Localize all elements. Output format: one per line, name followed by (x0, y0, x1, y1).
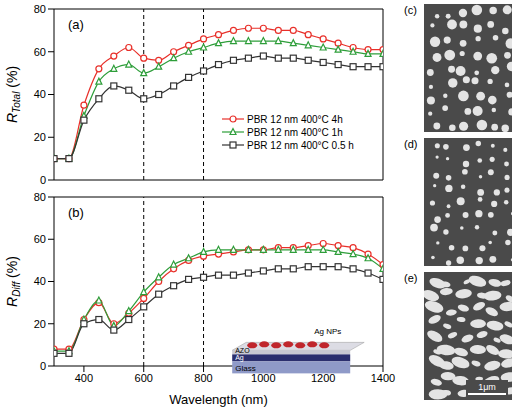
html-text:(d): (d) (404, 138, 418, 150)
svg-text:RDiff (%): RDiff (%) (4, 256, 22, 307)
svg-text:1200: 1200 (311, 372, 335, 384)
svg-text:80: 80 (34, 3, 46, 15)
svg-text:Ag NPs: Ag NPs (314, 327, 341, 336)
svg-text:60: 60 (34, 46, 46, 58)
svg-text:400: 400 (75, 372, 93, 384)
svg-text:1000: 1000 (251, 372, 275, 384)
svg-text:600: 600 (135, 372, 153, 384)
svg-text:0: 0 (40, 360, 46, 372)
svg-text:1400: 1400 (371, 372, 395, 384)
svg-text:Wavelength (nm): Wavelength (nm) (169, 392, 268, 407)
svg-text:40: 40 (34, 275, 46, 287)
svg-text:Ag: Ag (235, 354, 244, 362)
html-text:PBR 12 nm 400°C 4h: PBR 12 nm 400°C 4h (247, 113, 343, 125)
html-text:PBR 12 nm 400°C 1h: PBR 12 nm 400°C 1h (247, 126, 343, 138)
svg-text:60: 60 (34, 233, 46, 245)
svg-text:(b): (b) (68, 205, 84, 220)
html-text:(c): (c) (404, 4, 417, 16)
svg-text:20: 20 (34, 318, 46, 330)
svg-text:RTotal (%): RTotal (%) (4, 66, 22, 123)
svg-text:AZO: AZO (235, 347, 250, 354)
svg-text:(a): (a) (68, 17, 84, 32)
svg-text:800: 800 (194, 372, 212, 384)
svg-text:1μm: 1μm (478, 382, 496, 392)
svg-text:40: 40 (34, 88, 46, 100)
svg-text:80: 80 (34, 191, 46, 203)
svg-text:0: 0 (40, 174, 46, 186)
html-text:PBR 12 nm 400°C 0.5 h: PBR 12 nm 400°C 0.5 h (247, 139, 354, 151)
svg-text:20: 20 (34, 131, 46, 143)
html-text:(e): (e) (404, 272, 418, 284)
svg-text:Glass: Glass (235, 364, 255, 373)
